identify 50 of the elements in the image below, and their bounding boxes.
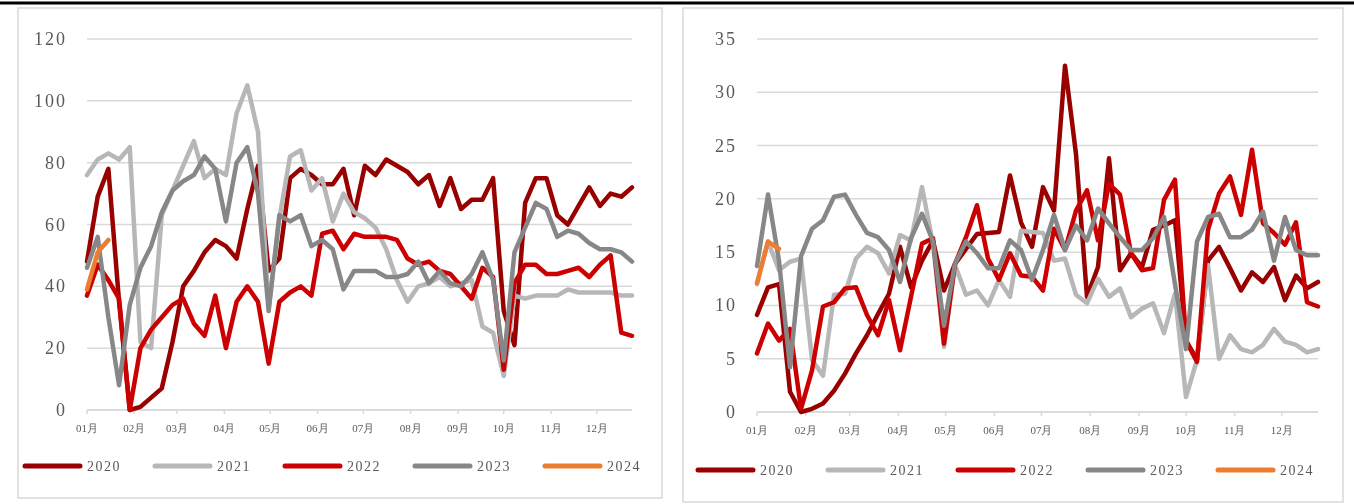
- legend-label: 2020: [87, 459, 121, 474]
- x-tick-label: 11月: [540, 422, 562, 434]
- x-tick-label: 01月: [76, 422, 98, 434]
- y-tick-label: 60: [45, 214, 67, 235]
- x-tick-label: 11月: [1223, 424, 1246, 436]
- legend-label: 2024: [1280, 463, 1314, 478]
- y-tick-label: 20: [45, 338, 67, 359]
- x-tick-label: 04月: [213, 422, 236, 434]
- y-tick-label: 30: [715, 82, 737, 103]
- x-tick-label: 08月: [399, 422, 422, 434]
- line-series: [754, 192, 1321, 370]
- y-tick-label: 5: [726, 348, 737, 369]
- y-tick-label: 35: [715, 29, 737, 49]
- x-tick-label: 07月: [1030, 424, 1053, 436]
- x-tick-label: 05月: [259, 422, 282, 434]
- x-tick-label: 03月: [838, 424, 861, 436]
- x-tick-label: 08月: [1079, 424, 1102, 436]
- legend-label: 2023: [1150, 463, 1184, 478]
- x-tick-label: 05月: [934, 424, 957, 436]
- x-tick-label: 02月: [794, 424, 817, 436]
- x-tick-label: 06月: [306, 422, 329, 434]
- x-tick-label: 02月: [123, 422, 146, 434]
- x-tick-label: 10月: [1175, 424, 1197, 436]
- x-tick-label: 12月: [585, 422, 608, 434]
- legend-label: 2024: [607, 459, 641, 474]
- x-tick-label: 07月: [352, 422, 375, 434]
- y-tick-label: 15: [715, 242, 737, 263]
- x-tick-label: 01月: [746, 424, 768, 436]
- legend-label: 2023: [477, 459, 511, 474]
- x-tick-label: 09月: [1127, 424, 1150, 436]
- y-tick-label: 100: [34, 90, 67, 111]
- x-tick-label: 04月: [887, 424, 910, 436]
- y-tick-label: 120: [34, 29, 67, 49]
- y-tick-label: 25: [715, 135, 737, 156]
- x-tick-label: 10月: [492, 422, 515, 434]
- x-tick-label: 03月: [166, 422, 189, 434]
- y-tick-label: 80: [45, 152, 67, 173]
- y-tick-label: 40: [45, 276, 67, 297]
- legend-label: 2021: [217, 459, 251, 474]
- legend-label: 2020: [760, 463, 794, 478]
- legend-label: 2022: [1020, 463, 1054, 478]
- x-tick-label: 12月: [1270, 424, 1293, 436]
- x-tick-label: 09月: [446, 422, 469, 434]
- y-tick-label: 0: [726, 402, 737, 422]
- y-tick-label: 10: [715, 295, 737, 316]
- legend-label: 2021: [890, 463, 924, 478]
- y-tick-label: 20: [715, 188, 737, 209]
- legend-label: 2022: [347, 459, 381, 474]
- x-tick-label: 06月: [983, 424, 1006, 436]
- y-tick-label: 0: [56, 400, 67, 420]
